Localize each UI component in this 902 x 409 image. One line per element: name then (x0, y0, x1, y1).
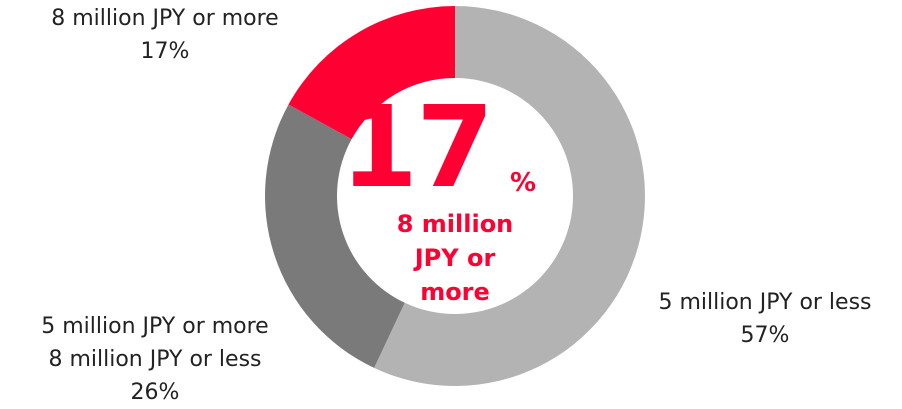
slice-label-text: 5 million JPY or more (41, 314, 269, 339)
slice-value-label: 26% (130, 380, 180, 405)
slice-label-5m-or-less: 5 million JPY or less 57% (600, 286, 902, 352)
center-caption-line: more (420, 278, 490, 306)
center-caption: 8 million JPY or more (370, 207, 540, 309)
slice-label-5m-to-8m: 5 million JPY or more 8 million JPY or l… (0, 310, 310, 409)
slice-label-text: 8 million JPY or more (51, 6, 279, 31)
slice-5m-or-less (374, 6, 645, 386)
center-big-number: 17 (340, 83, 494, 213)
center-percent-sign: % (509, 168, 536, 198)
slice-label-text: 8 million JPY or less (48, 347, 262, 372)
slice-value-label: 17% (140, 39, 190, 64)
slice-label-8m-or-more: 8 million JPY or more 17% (0, 2, 330, 68)
slice-label-text: 5 million JPY or less (658, 290, 872, 315)
slice-5m-to-8m (265, 104, 405, 368)
center-caption-line: JPY or (414, 244, 496, 272)
center-highlight-value: 17 % (340, 92, 536, 210)
center-caption-line: 8 million (396, 210, 514, 238)
slice-8m-or-more (288, 6, 455, 140)
slice-value-label: 57% (740, 323, 790, 348)
